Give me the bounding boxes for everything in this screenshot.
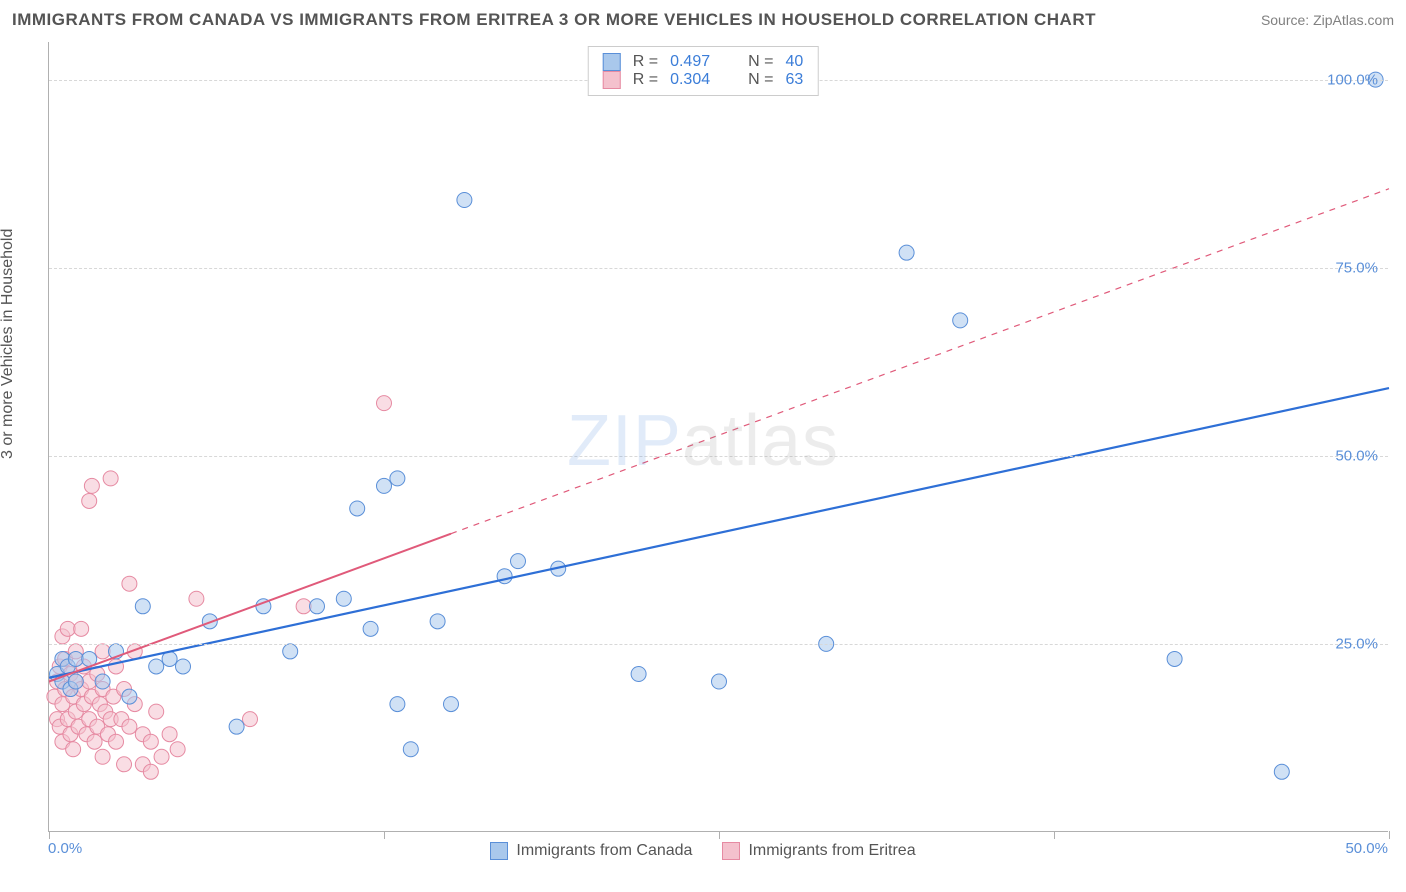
gridline (49, 268, 1388, 269)
data-point (66, 742, 81, 757)
data-point (390, 471, 405, 486)
bottom-legend: Immigrants from Canada Immigrants from Er… (0, 842, 1406, 860)
stat-value-n: 40 (785, 53, 803, 71)
data-point (68, 674, 83, 689)
data-point (229, 719, 244, 734)
data-point (154, 749, 169, 764)
data-point (377, 396, 392, 411)
trend-line (49, 388, 1389, 678)
x-tick (1389, 831, 1390, 839)
gridline (49, 456, 1388, 457)
data-point (122, 719, 137, 734)
source-label: Source: ZipAtlas.com (1261, 12, 1394, 28)
trend-line-dashed (451, 189, 1389, 534)
data-point (444, 697, 459, 712)
data-point (84, 478, 99, 493)
data-point (60, 621, 75, 636)
data-point (122, 576, 137, 591)
data-point (95, 644, 110, 659)
x-tick (1054, 831, 1055, 839)
legend-swatch (490, 842, 508, 860)
y-tick-label: 100.0% (1327, 71, 1378, 88)
data-point (189, 591, 204, 606)
legend-label: Immigrants from Eritrea (748, 842, 915, 860)
stat-label-r: R = (633, 71, 658, 89)
data-point (170, 742, 185, 757)
data-point (74, 621, 89, 636)
data-point (899, 245, 914, 260)
stat-label-n: N = (748, 53, 773, 71)
data-point (953, 313, 968, 328)
data-point (95, 749, 110, 764)
y-axis-label: 3 or more Vehicles in Household (0, 229, 17, 459)
legend-swatch (603, 71, 621, 89)
data-point (363, 621, 378, 636)
data-point (631, 667, 646, 682)
data-point (103, 471, 118, 486)
data-point (135, 599, 150, 614)
data-point (430, 614, 445, 629)
data-point (117, 757, 132, 772)
data-point (109, 734, 124, 749)
data-point (336, 591, 351, 606)
stat-value-n: 63 (785, 71, 803, 89)
stat-value-r: 0.304 (670, 71, 710, 89)
data-point (95, 674, 110, 689)
stat-value-r: 0.497 (670, 53, 710, 71)
data-point (149, 659, 164, 674)
data-point (1274, 764, 1289, 779)
trend-line-solid (49, 534, 451, 682)
data-point (712, 674, 727, 689)
legend-item: Immigrants from Canada (490, 842, 692, 860)
correlation-legend: R = 0.497 N = 40 R = 0.304 N = 63 (588, 46, 819, 96)
y-tick-label: 75.0% (1335, 259, 1378, 276)
data-point (377, 478, 392, 493)
correlation-legend-row: R = 0.304 N = 63 (603, 71, 804, 89)
data-point (143, 764, 158, 779)
correlation-legend-row: R = 0.497 N = 40 (603, 53, 804, 71)
data-point (149, 704, 164, 719)
stat-label-n: N = (748, 71, 773, 89)
legend-swatch (603, 53, 621, 71)
data-point (82, 493, 97, 508)
legend-item: Immigrants from Eritrea (722, 842, 915, 860)
data-point (243, 712, 258, 727)
data-point (457, 193, 472, 208)
data-point (511, 554, 526, 569)
gridline (49, 644, 1388, 645)
data-point (296, 599, 311, 614)
data-point (310, 599, 325, 614)
data-point (390, 697, 405, 712)
stat-label-r: R = (633, 53, 658, 71)
chart-svg (49, 42, 1388, 831)
plot-area: 25.0% 50.0% 75.0% 100.0% (48, 42, 1388, 832)
chart-title: IMMIGRANTS FROM CANADA VS IMMIGRANTS FRO… (12, 10, 1096, 30)
data-point (122, 689, 137, 704)
data-point (403, 742, 418, 757)
x-tick (384, 831, 385, 839)
data-point (68, 651, 83, 666)
y-tick-label: 50.0% (1335, 447, 1378, 464)
data-point (1167, 651, 1182, 666)
legend-label: Immigrants from Canada (516, 842, 692, 860)
data-point (87, 734, 102, 749)
title-bar: IMMIGRANTS FROM CANADA VS IMMIGRANTS FRO… (12, 10, 1394, 30)
legend-swatch (722, 842, 740, 860)
data-point (143, 734, 158, 749)
data-point (176, 659, 191, 674)
data-point (283, 644, 298, 659)
data-point (162, 727, 177, 742)
y-tick-label: 25.0% (1335, 635, 1378, 652)
x-tick (719, 831, 720, 839)
x-tick (49, 831, 50, 839)
data-point (350, 501, 365, 516)
